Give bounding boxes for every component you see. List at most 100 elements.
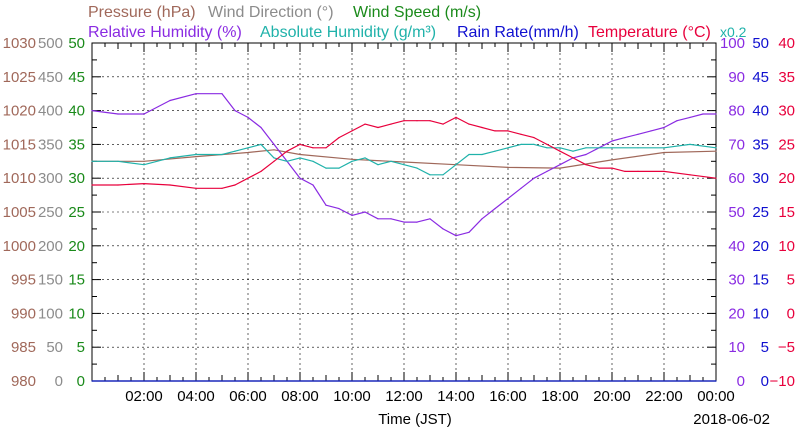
x-tick-label: 10:00 (333, 388, 371, 405)
data-point (689, 174, 691, 176)
axes: 02:00 04:00 06:00 08:00 10:00 12:00 14:00 16:00… (3, 35, 795, 405)
series-lines (91, 93, 717, 382)
data-point (221, 187, 223, 189)
right-axis-tick-label: 50 (728, 204, 745, 221)
data-point (429, 174, 431, 176)
data-point (325, 204, 327, 206)
data-point (520, 187, 522, 189)
left-axis-tick-label: 985 (11, 339, 36, 356)
data-point (715, 113, 717, 115)
data-point (611, 147, 613, 149)
data-point (273, 143, 275, 145)
data-point (585, 164, 587, 166)
left-axis-tick-label: 50 (46, 339, 63, 356)
data-point (559, 150, 561, 152)
data-point (91, 380, 93, 382)
data-point (468, 123, 470, 125)
data-point (351, 130, 353, 132)
data-point (559, 147, 561, 149)
data-point (221, 93, 223, 95)
left-axis-tick-label: 200 (38, 238, 63, 255)
data-point (325, 167, 327, 169)
data-point (390, 218, 392, 220)
data-point (546, 143, 548, 145)
data-point (507, 147, 509, 149)
data-point (234, 184, 236, 186)
right-axis-tick-label: 0 (761, 373, 769, 390)
data-point (403, 221, 405, 223)
x-tick-label: 20:00 (593, 388, 631, 405)
left-axis-tick-label: 990 (11, 305, 36, 322)
data-point (715, 150, 717, 152)
left-axis-tick-label: 1005 (3, 204, 36, 221)
data-point (143, 160, 145, 162)
data-point (650, 130, 652, 132)
x-tick-label: 18:00 (541, 388, 579, 405)
data-point (455, 235, 457, 237)
data-point (481, 218, 483, 220)
data-point (312, 160, 314, 162)
data-point (273, 160, 275, 162)
data-point (247, 151, 249, 154)
right-axis-tick-label: 45 (752, 69, 769, 86)
data-point (494, 150, 496, 152)
data-point (117, 113, 119, 115)
data-point (507, 197, 509, 200)
data-point (676, 120, 678, 122)
data-point (390, 123, 392, 125)
legend-entry: Pressure (hPa) (88, 4, 196, 21)
right-axis-tick-label: 15 (778, 204, 795, 221)
right-axis-tick-label: 5 (787, 272, 795, 289)
data-point (416, 120, 418, 122)
data-point (299, 143, 301, 145)
data-point (273, 157, 275, 159)
data-point (377, 218, 379, 220)
data-point (351, 214, 353, 216)
right-axis-tick-label: 90 (728, 69, 745, 86)
data-point (585, 153, 587, 156)
right-axis-tick-label: 10 (778, 238, 795, 255)
right-axis-tick-label: 0 (737, 373, 745, 390)
data-point (169, 157, 171, 159)
data-point (507, 166, 509, 168)
data-point (260, 170, 262, 172)
data-point (91, 110, 93, 112)
data-point (169, 99, 171, 102)
left-axis-tick-label: 15 (68, 272, 85, 289)
right-axis-tick-label: 10 (728, 339, 745, 356)
data-point (390, 160, 392, 162)
data-point (312, 184, 314, 186)
right-axis-tick-label: 25 (778, 136, 795, 153)
right-axis-tick-label: −10 (770, 373, 795, 390)
data-point (637, 133, 639, 135)
x-tick-label: 22:00 (645, 388, 683, 405)
right-axis-tick-label: 50 (752, 35, 769, 52)
data-point (637, 147, 639, 149)
data-point (273, 149, 275, 151)
right-axis-tick-label: 40 (778, 35, 795, 52)
data-point (286, 150, 288, 152)
data-point (403, 164, 405, 166)
right-axis-tick-label: 0 (787, 305, 795, 322)
right-axis-tick-label: 40 (752, 103, 769, 120)
data-point (286, 160, 288, 162)
data-point (624, 137, 626, 139)
x-axis-label: Time (JST) (378, 411, 452, 428)
data-point (338, 137, 340, 139)
data-point (91, 160, 93, 162)
data-point (260, 143, 262, 145)
right-axis-tick-label: 25 (752, 204, 769, 221)
right-axis-tick-label: 20 (752, 238, 769, 255)
date-label: 2018-06-02 (693, 411, 770, 428)
x-tick-label: 04:00 (177, 388, 215, 405)
left-axis-tick-label: 50 (68, 35, 85, 52)
data-point (546, 147, 548, 149)
data-point (611, 159, 613, 161)
data-point (429, 120, 431, 122)
data-point (429, 218, 431, 220)
data-point (689, 143, 691, 145)
data-point (689, 116, 691, 118)
left-axis-tick-label: 1025 (3, 69, 36, 86)
data-point (533, 177, 535, 179)
